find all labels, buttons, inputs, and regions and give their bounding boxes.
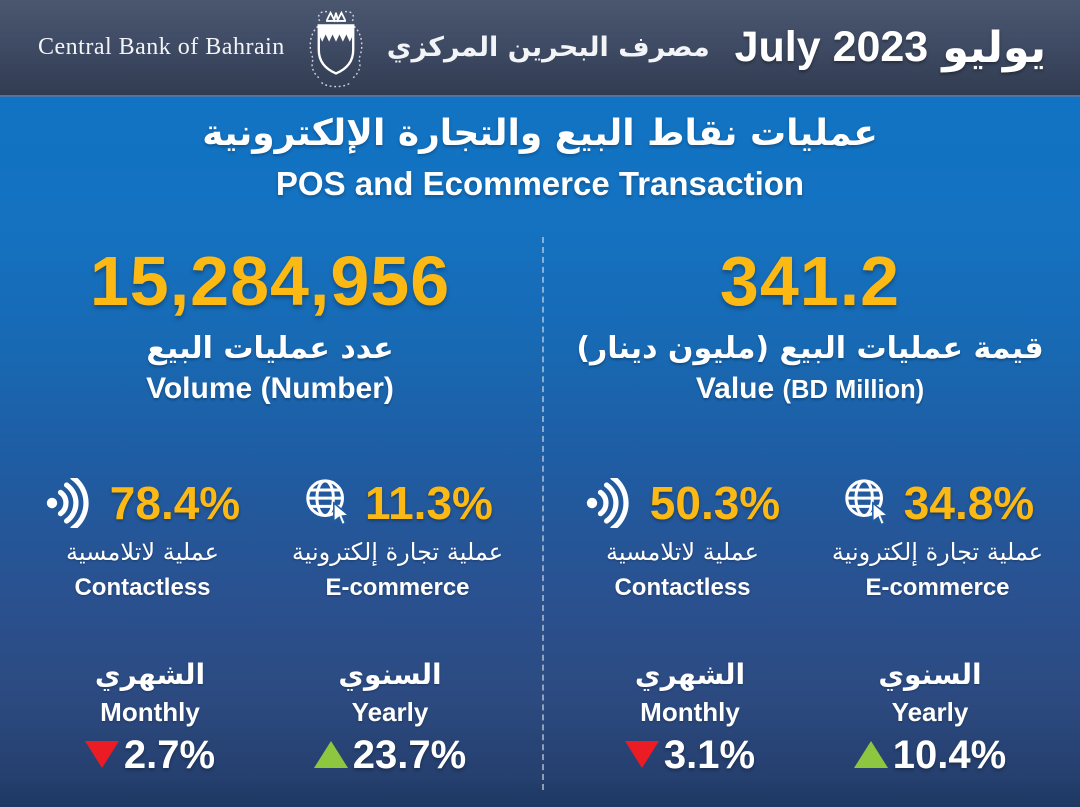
infographic-body: عمليات نقاط البيع والتجارة الإلكترونية P… [0, 95, 1080, 807]
header-bar: Central Bank of Bahrain [0, 0, 1080, 95]
value-ecommerce-pct: 34.8% [903, 477, 1035, 530]
volume-label-english: Volume (Number) [0, 371, 540, 407]
value-contactless-label-arabic: عملية لاتلامسية [606, 538, 759, 567]
value-monthly-change: الشهري Monthly 3.1% [590, 657, 790, 775]
value-monthly-pct: 3.1% [663, 732, 756, 777]
volume-contactless-stat: 78.4% عملية لاتلامسية Contactless [30, 477, 255, 603]
monthly-label-arabic: الشهري [94, 658, 206, 692]
contactless-wave-icon [585, 478, 641, 529]
volume-monthly-change: الشهري Monthly 2.7% [50, 657, 250, 775]
volume-contactless-label-english: Contactless [74, 574, 211, 602]
value-monthly-value: 3.1% [590, 735, 790, 775]
value-total-number: 341.2 [719, 241, 901, 320]
volume-contactless-pct: 78.4% [109, 477, 241, 530]
value-contactless-stat: 50.3% عملية لاتلامسية Contactless [570, 477, 795, 603]
date-arabic: يوليو [942, 22, 1046, 73]
main-title-arabic: عمليات نقاط البيع والتجارة الإلكترونية [202, 113, 878, 154]
volume-yearly-change: السنوي Yearly 23.7% [290, 657, 490, 775]
volume-ecommerce-figure: 11.3% [285, 477, 510, 529]
yearly-label-arabic: السنوي [338, 658, 442, 692]
value-ecommerce-stat: 34.8% عملية تجارة إلكترونية E-commerce [825, 477, 1050, 603]
value-contactless-pct: 50.3% [649, 477, 781, 530]
globe-cursor-icon [302, 476, 356, 530]
volume-section: 15,284,956 عدد عمليات البيع Volume (Numb… [0, 204, 540, 775]
date-english: July 2023 [734, 23, 929, 71]
value-contactless-figure: 50.3% [570, 477, 795, 529]
value-label-suffix: (BD Million) [782, 376, 925, 405]
volume-yearly-value: 23.7% [290, 735, 490, 775]
value-section: 341.2 قيمة عمليات البيع (مليون دينار) Va… [540, 204, 1080, 775]
volume-ecommerce-label-english: E-commerce [325, 574, 470, 602]
yearly-label-arabic: السنوي [878, 658, 982, 692]
center-dashed-divider [542, 237, 544, 790]
volume-label-suffix: (Number) [260, 372, 394, 406]
value-label-main: Value [695, 372, 775, 406]
up-triangle-icon [313, 741, 348, 769]
report-date: July 2023 يوليو [735, 23, 1046, 73]
volume-share-stats: 78.4% عملية لاتلامسية Contactless [0, 477, 540, 603]
yearly-label-english: Yearly [351, 697, 429, 728]
volume-monthly-value: 2.7% [50, 735, 250, 775]
bahrain-crest-icon [307, 6, 365, 92]
value-change-stats: الشهري Monthly 3.1% السنوي Yearly 10.4% [540, 657, 1080, 775]
globe-cursor-icon [841, 476, 895, 530]
up-triangle-icon [853, 741, 888, 769]
bank-name-arabic: مصرف البحرين المركزي [386, 32, 710, 63]
volume-label-arabic: عدد عمليات البيع [146, 330, 394, 366]
contactless-wave-icon [45, 478, 101, 529]
value-ecommerce-figure: 34.8% [825, 477, 1050, 529]
volume-change-stats: الشهري Monthly 2.7% السنوي Yearly 23.7% [0, 657, 540, 775]
volume-ecommerce-label-arabic: عملية تجارة إلكترونية [291, 538, 504, 567]
volume-ecommerce-stat: 11.3% عملية تجارة إلكترونية E-commerce [285, 477, 510, 603]
down-triangle-icon [84, 741, 119, 769]
value-label-english: Value (BD Million) [540, 371, 1080, 407]
volume-ecommerce-pct: 11.3% [365, 477, 493, 530]
volume-label-main: Volume [146, 372, 253, 406]
value-label-arabic: قيمة عمليات البيع (مليون دينار) [576, 330, 1044, 366]
value-ecommerce-label-arabic: عملية تجارة إلكترونية [831, 538, 1044, 567]
value-yearly-value: 10.4% [830, 735, 1030, 775]
value-yearly-pct: 10.4% [892, 732, 1007, 777]
down-triangle-icon [624, 741, 659, 769]
volume-total-number: 15,284,956 [89, 241, 451, 320]
value-contactless-label-english: Contactless [614, 574, 751, 602]
volume-monthly-pct: 2.7% [123, 732, 216, 777]
value-share-stats: 50.3% عملية لاتلامسية Contactless [540, 477, 1080, 603]
monthly-label-english: Monthly [100, 697, 200, 728]
monthly-label-arabic: الشهري [634, 658, 746, 692]
value-yearly-change: السنوي Yearly 10.4% [830, 657, 1030, 775]
main-title-english: POS and Ecommerce Transaction [275, 165, 805, 202]
bank-name-english: Central Bank of Bahrain [38, 34, 285, 60]
volume-contactless-figure: 78.4% [30, 477, 255, 529]
monthly-label-english: Monthly [640, 697, 740, 728]
yearly-label-english: Yearly [891, 697, 969, 728]
value-ecommerce-label-english: E-commerce [865, 574, 1010, 602]
stats-columns: 15,284,956 عدد عمليات البيع Volume (Numb… [0, 204, 1080, 775]
bank-brand: Central Bank of Bahrain [38, 4, 710, 92]
volume-contactless-label-arabic: عملية لاتلامسية [66, 538, 219, 567]
volume-yearly-pct: 23.7% [352, 732, 467, 777]
